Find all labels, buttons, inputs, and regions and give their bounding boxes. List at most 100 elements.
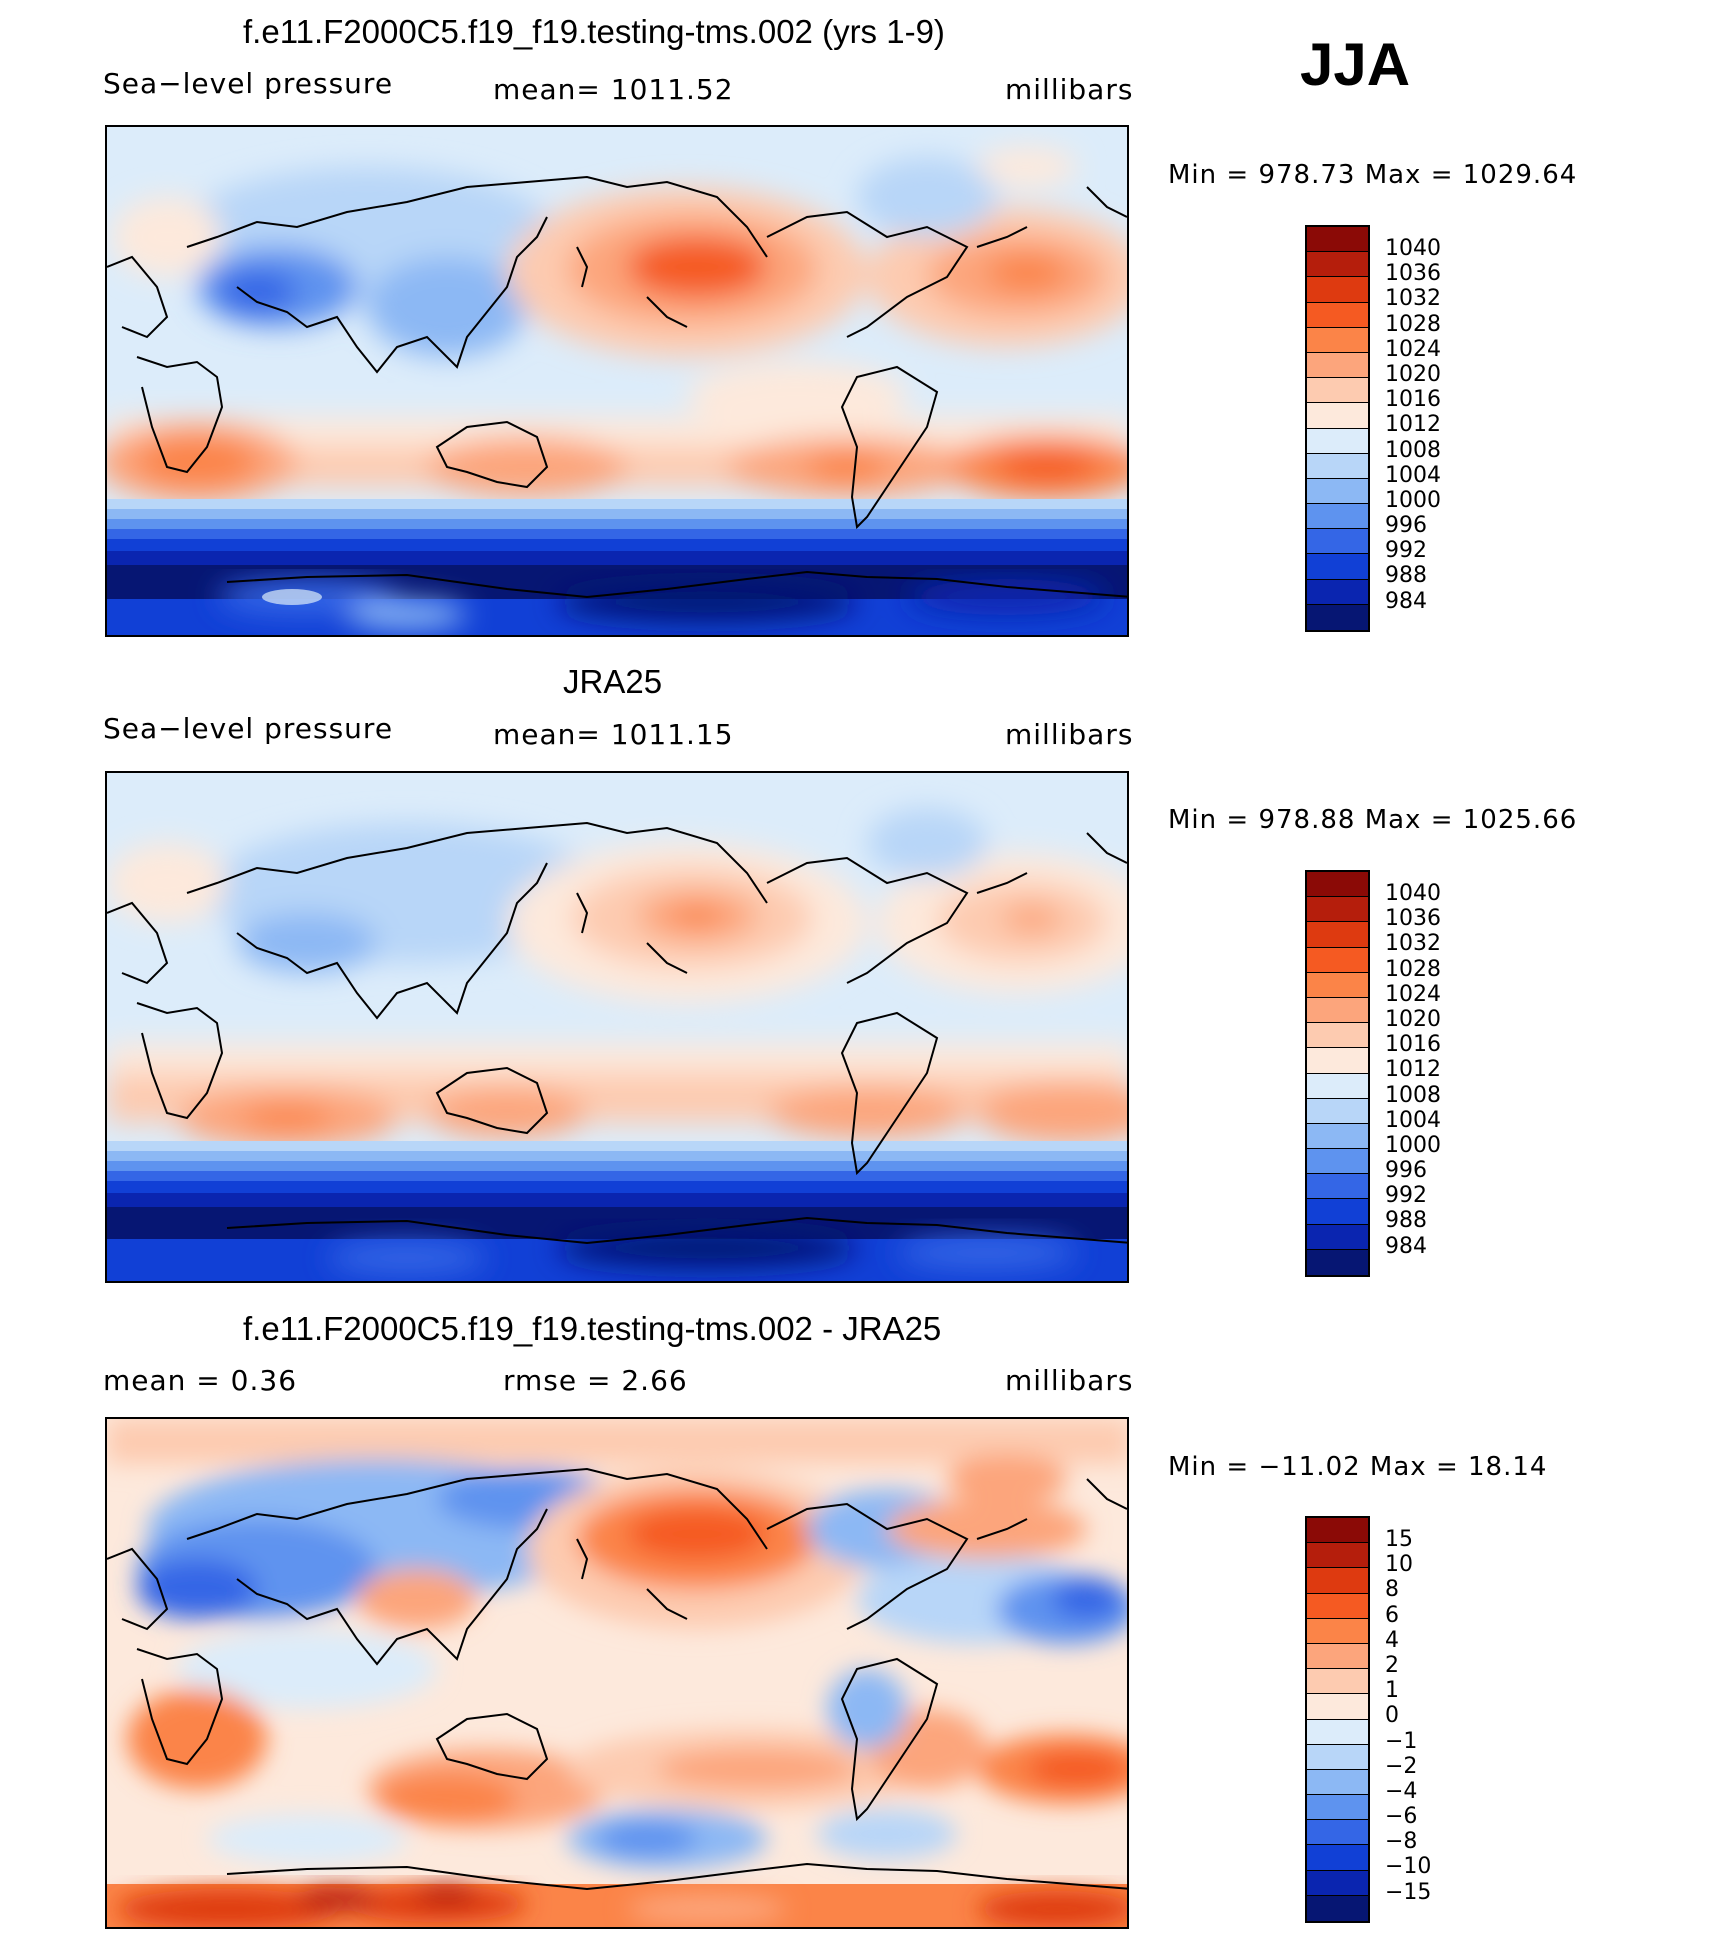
colorbar-swatch (1307, 1518, 1368, 1544)
colorbar-tick-label: 10 (1385, 1552, 1413, 1578)
colorbar-swatch (1307, 1023, 1368, 1049)
colorbar-tick-label: 4 (1385, 1627, 1399, 1653)
panel2-mean-label: mean= 1011.15 (493, 718, 734, 751)
colorbar-tick-label: 988 (1385, 1208, 1427, 1234)
colorbar-swatch (1307, 1795, 1368, 1821)
colorbar-tick-label: 984 (1385, 588, 1427, 614)
colorbar-swatch (1307, 1073, 1368, 1099)
colorbar-swatch (1307, 922, 1368, 948)
panel2-colorbar (1305, 870, 1370, 1277)
colorbar-swatch (1307, 378, 1368, 404)
colorbar-swatch (1307, 252, 1368, 278)
colorbar-swatch (1307, 504, 1368, 530)
colorbar-swatch (1307, 1744, 1368, 1770)
colorbar-swatch (1307, 1669, 1368, 1695)
panel2-title: JRA25 (563, 663, 663, 700)
panel2-variable-label: Sea−level pressure (103, 712, 394, 745)
colorbar-swatch (1307, 897, 1368, 923)
panel3-colorbar-labels: 15 10 8 6 4 2 1 0 −1 −2 −4 −6 −8 −10 −15 (1385, 1527, 1432, 1907)
colorbar-tick-label: −15 (1385, 1879, 1432, 1905)
panel2-colorbar-labels: 1040 1036 1032 1028 1024 1020 1016 1012 1008 1004… (1385, 881, 1441, 1261)
panel3-minmax-label: Min = −11.02 Max = 18.14 (1168, 1452, 1548, 1482)
colorbar-tick-label: 1036 (1385, 906, 1441, 932)
colorbar-swatch (1307, 1769, 1368, 1796)
colorbar-tick-label: 1012 (1385, 412, 1441, 438)
colorbar-swatch (1307, 327, 1368, 353)
colorbar-tick-label: −8 (1385, 1829, 1418, 1855)
colorbar-tick-label: −2 (1385, 1753, 1418, 1779)
colorbar-swatch (1307, 1820, 1368, 1846)
colorbar-tick-label: 1028 (1385, 956, 1441, 982)
colorbar-tick-label: 15 (1385, 1527, 1413, 1552)
colorbar-tick-label: 1016 (1385, 1032, 1441, 1058)
colorbar-tick-label: 1032 (1385, 931, 1441, 957)
colorbar-tick-label: 996 (1385, 513, 1427, 539)
panel1-minmax-label: Min = 978.73 Max = 1029.64 (1168, 160, 1578, 190)
colorbar-swatch (1307, 529, 1368, 555)
panel2-minmax-label: Min = 978.88 Max = 1025.66 (1168, 805, 1578, 835)
panel2-jra25-slp-map (105, 771, 1129, 1283)
colorbar-tick-label: −1 (1385, 1728, 1418, 1754)
colorbar-tick-label: 996 (1385, 1158, 1427, 1184)
colorbar-tick-label: 1000 (1385, 487, 1441, 513)
colorbar-tick-label: 1040 (1385, 881, 1441, 906)
panel1-colorbar-labels: 1040 1036 1032 1028 1024 1020 1016 1012 1008 1004… (1385, 236, 1441, 616)
panel3-mean-label: mean = 0.36 (103, 1364, 298, 1397)
colorbar-swatch (1307, 1895, 1368, 1921)
colorbar-tick-label: 1036 (1385, 261, 1441, 287)
panel2-units-label: millibars (1005, 718, 1134, 751)
colorbar-tick-label: 1 (1385, 1678, 1399, 1704)
panel3-rmse-label: rmse = 2.66 (503, 1364, 688, 1397)
colorbar-tick-label: 1004 (1385, 1107, 1441, 1133)
colorbar-swatch (1307, 1174, 1368, 1200)
colorbar-tick-label: 6 (1385, 1602, 1399, 1628)
colorbar-swatch (1307, 997, 1368, 1024)
colorbar-tick-label: 0 (1385, 1703, 1399, 1729)
panel3-title: f.e11.F2000C5.f19_f19.testing-tms.002 - … (243, 1310, 942, 1347)
colorbar-swatch (1307, 604, 1368, 630)
colorbar-swatch (1307, 1568, 1368, 1594)
colorbar-tick-label: 988 (1385, 563, 1427, 589)
colorbar-swatch (1307, 277, 1368, 303)
colorbar-swatch (1307, 1199, 1368, 1225)
colorbar-swatch (1307, 428, 1368, 454)
colorbar-tick-label: −10 (1385, 1854, 1432, 1880)
colorbar-swatch (1307, 302, 1368, 328)
colorbar-tick-label: 1032 (1385, 286, 1441, 312)
colorbar-swatch (1307, 1048, 1368, 1074)
colorbar-tick-label: 1028 (1385, 311, 1441, 337)
colorbar-swatch (1307, 403, 1368, 429)
colorbar-swatch (1307, 1149, 1368, 1175)
colorbar-swatch (1307, 947, 1368, 973)
panel1-mean-label: mean= 1011.52 (493, 73, 734, 106)
colorbar-swatch (1307, 1643, 1368, 1670)
colorbar-swatch (1307, 453, 1368, 479)
panel3-colorbar (1305, 1516, 1370, 1923)
colorbar-swatch (1307, 1870, 1368, 1896)
colorbar-swatch (1307, 1845, 1368, 1871)
season-label: JJA (1300, 31, 1411, 98)
panel1-model-slp-map (105, 125, 1129, 637)
colorbar-tick-label: 1040 (1385, 236, 1441, 261)
colorbar-tick-label: 984 (1385, 1233, 1427, 1259)
colorbar-tick-label: 1012 (1385, 1057, 1441, 1083)
colorbar-swatch (1307, 872, 1368, 898)
colorbar-swatch (1307, 579, 1368, 605)
colorbar-tick-label: −6 (1385, 1804, 1418, 1830)
colorbar-swatch (1307, 1249, 1368, 1275)
colorbar-tick-label: 1004 (1385, 462, 1441, 488)
colorbar-swatch (1307, 1123, 1368, 1150)
colorbar-swatch (1307, 1224, 1368, 1250)
colorbar-swatch (1307, 352, 1368, 379)
colorbar-tick-label: 992 (1385, 538, 1427, 564)
colorbar-swatch (1307, 554, 1368, 580)
panel3-units-label: millibars (1005, 1364, 1134, 1397)
colorbar-tick-label: 2 (1385, 1652, 1399, 1678)
panel1-title: f.e11.F2000C5.f19_f19.testing-tms.002 (y… (243, 13, 945, 50)
colorbar-tick-label: 1024 (1385, 981, 1441, 1007)
colorbar-tick-label: 1008 (1385, 437, 1441, 463)
colorbar-tick-label: 1020 (1385, 361, 1441, 387)
colorbar-swatch (1307, 478, 1368, 505)
colorbar-swatch (1307, 1543, 1368, 1569)
colorbar-tick-label: 1008 (1385, 1082, 1441, 1108)
